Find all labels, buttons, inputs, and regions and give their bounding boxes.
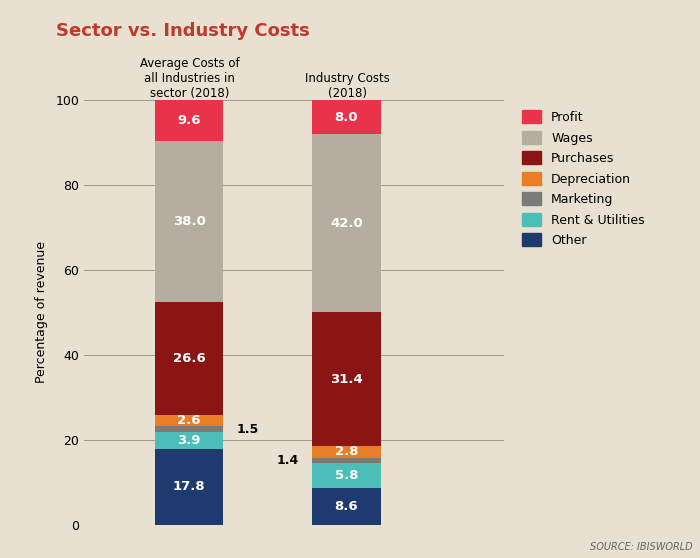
Legend: Profit, Wages, Purchases, Depreciation, Marketing, Rent & Utilities, Other: Profit, Wages, Purchases, Depreciation, … <box>519 107 648 251</box>
Bar <box>312 134 381 312</box>
Text: 1.4: 1.4 <box>277 454 299 467</box>
Text: 5.8: 5.8 <box>335 469 358 482</box>
Bar <box>155 302 223 415</box>
Text: 2.8: 2.8 <box>335 445 358 458</box>
Text: 2.6: 2.6 <box>177 414 201 427</box>
Text: 26.6: 26.6 <box>173 352 205 365</box>
Text: 42.0: 42.0 <box>330 217 363 230</box>
Y-axis label: Percentage of revenue: Percentage of revenue <box>35 242 48 383</box>
Text: 38.0: 38.0 <box>173 215 205 228</box>
Bar <box>312 312 381 446</box>
Bar <box>312 100 381 134</box>
Text: 8.6: 8.6 <box>335 500 358 513</box>
Bar <box>312 488 381 525</box>
Bar <box>155 426 223 432</box>
Text: 9.6: 9.6 <box>177 114 201 127</box>
Bar <box>155 449 223 525</box>
Text: 1.5: 1.5 <box>237 423 258 436</box>
Bar <box>312 446 381 458</box>
Bar <box>312 464 381 488</box>
Text: 31.4: 31.4 <box>330 373 363 386</box>
Text: Average Costs of
all Industries in
sector (2018): Average Costs of all Industries in secto… <box>139 57 239 100</box>
Text: 8.0: 8.0 <box>335 111 358 124</box>
Text: Industry Costs
(2018): Industry Costs (2018) <box>305 73 390 100</box>
Bar <box>155 100 223 141</box>
Text: Sector vs. Industry Costs: Sector vs. Industry Costs <box>56 22 309 40</box>
Bar <box>155 432 223 449</box>
Text: 17.8: 17.8 <box>173 480 205 493</box>
Bar <box>155 141 223 302</box>
Bar <box>155 415 223 426</box>
Text: 3.9: 3.9 <box>177 434 201 448</box>
Text: SOURCE: IBISWORLD: SOURCE: IBISWORLD <box>590 542 693 552</box>
Bar <box>312 458 381 464</box>
